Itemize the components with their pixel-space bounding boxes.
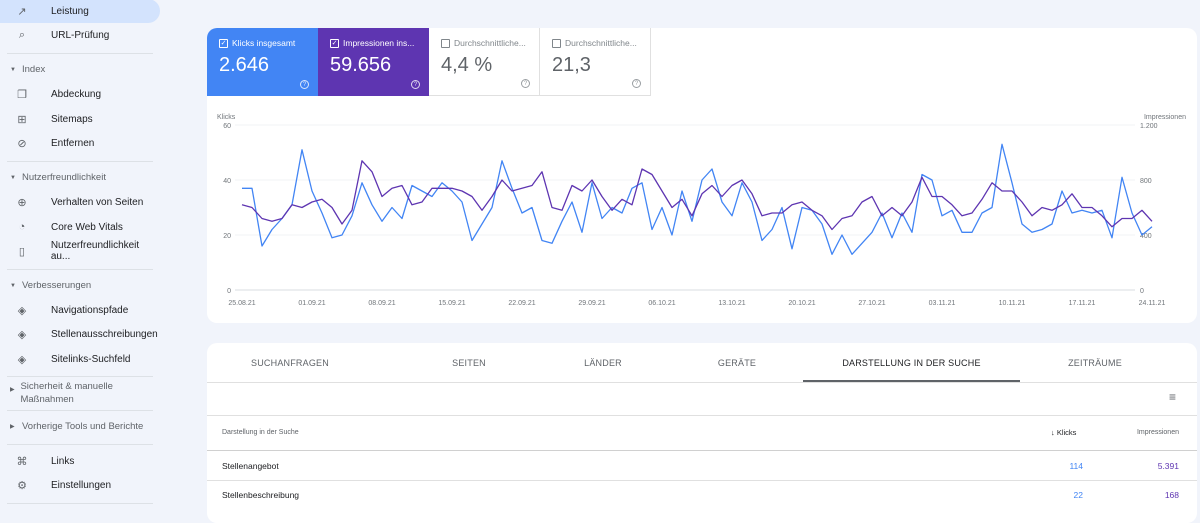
x-tick-label: 03.11.21: [929, 300, 956, 307]
gear-icon: ⚙: [15, 479, 29, 492]
divider: [7, 444, 153, 445]
sidebar-item-sitelinks-suchfeld[interactable]: ◈ Sitelinks-Suchfeld: [0, 347, 160, 371]
section-label: Sicherheit & manuelle Maßnahmen: [20, 380, 150, 406]
row-clicks: 22: [1074, 490, 1083, 500]
tab-zeitraeume[interactable]: ZEITRÄUME: [1020, 343, 1170, 382]
sidebar-item-label: Links: [51, 456, 74, 467]
tab-suchanfragen[interactable]: SUCHANFRAGEN: [207, 343, 373, 382]
x-tick-label: 25.08.21: [228, 300, 255, 307]
sidebar-item-label: Einstellungen: [51, 480, 111, 491]
caret-right-icon: ▶: [10, 421, 22, 434]
y-tick-right: 0: [1140, 288, 1144, 295]
header-label: Klicks: [1057, 428, 1077, 437]
column-header-name[interactable]: Darstellung in der Suche: [222, 429, 299, 436]
network-icon: ⌘: [15, 455, 29, 468]
row-impressions: 168: [1165, 490, 1179, 500]
x-tick-label: 17.11.21: [1069, 300, 1096, 307]
x-tick-label: 06.10.21: [648, 300, 675, 307]
section-sicherheit[interactable]: ▶Sicherheit & manuelle Maßnahmen: [10, 380, 150, 406]
tab-darstellung[interactable]: DARSTELLUNG IN DER SUCHE: [803, 343, 1020, 382]
y-tick-left: 60: [223, 123, 231, 130]
sidebar-item-label: Stellenausschreibungen: [51, 329, 158, 340]
divider: [207, 415, 1197, 416]
divider: [7, 503, 153, 504]
sidebar-item-label: Sitelinks-Suchfeld: [51, 354, 130, 365]
x-tick-label: 20.10.21: [788, 300, 815, 307]
column-header-impressions[interactable]: Impressionen: [1137, 429, 1179, 436]
divider: [207, 450, 1197, 451]
divider: [207, 480, 1197, 481]
x-tick-label: 01.09.21: [298, 300, 325, 307]
caret-right-icon: ▶: [10, 384, 20, 397]
y-tick-right: 800: [1140, 178, 1152, 185]
section-vorherige-tools[interactable]: ▶Vorherige Tools und Berichte: [10, 420, 143, 434]
y-tick-left: 0: [227, 288, 231, 295]
y-axis-right-label: Impressionen: [1144, 114, 1186, 121]
row-clicks: 114: [1069, 461, 1083, 471]
row-name: Stellenbeschreibung: [222, 490, 299, 500]
x-tick-label: 13.10.21: [718, 300, 745, 307]
y-tick-left: 20: [223, 233, 231, 240]
y-tick-right: 1.200: [1140, 123, 1158, 130]
row-name: Stellenangebot: [222, 461, 279, 471]
y-tick-left: 40: [223, 178, 231, 185]
x-tick-label: 27.10.21: [858, 300, 885, 307]
x-tick-label: 24.11.21: [1139, 300, 1166, 307]
x-tick-label: 22.09.21: [508, 300, 535, 307]
series-line-impressionen: [242, 161, 1152, 230]
divider: [7, 410, 153, 411]
y-axis-left-label: Klicks: [217, 114, 236, 121]
tab-geraete[interactable]: GERÄTE: [650, 343, 824, 382]
column-header-clicks[interactable]: ↓ Klicks: [1051, 428, 1076, 437]
sidebar-item-links[interactable]: ⌘ Links: [0, 449, 160, 473]
sidebar-item-einstellungen[interactable]: ⚙ Einstellungen: [0, 473, 160, 497]
x-tick-label: 08.09.21: [368, 300, 395, 307]
filter-icon[interactable]: ≡: [1169, 390, 1176, 404]
x-tick-label: 10.11.21: [999, 300, 1026, 307]
divider: [7, 376, 153, 377]
row-impressions: 5.391: [1158, 461, 1179, 471]
divider: [207, 382, 1197, 383]
x-tick-label: 15.09.21: [438, 300, 465, 307]
series-line-klicks: [242, 144, 1152, 254]
layers-icon: ◈: [15, 353, 29, 366]
section-label: Vorherige Tools und Berichte: [22, 420, 143, 433]
x-tick-label: 29.09.21: [578, 300, 605, 307]
active-tab-indicator: [803, 380, 1020, 382]
